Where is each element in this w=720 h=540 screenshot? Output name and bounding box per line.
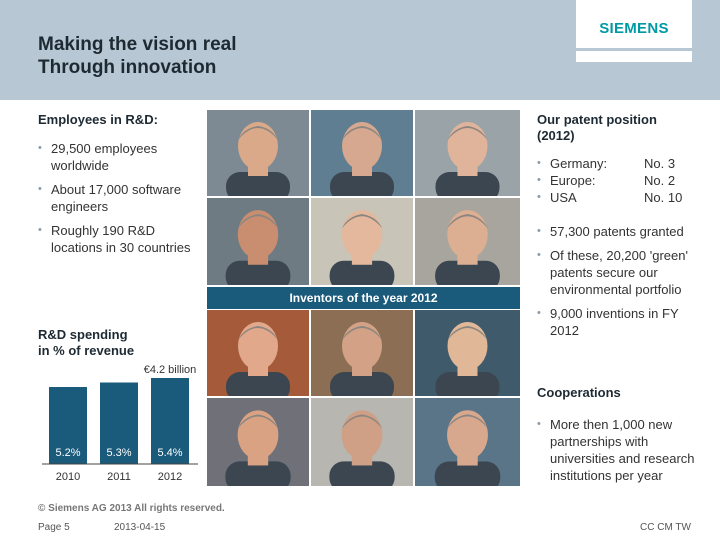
rd-spending-line-1: R&D spending xyxy=(38,327,128,342)
inventor-photo xyxy=(311,110,413,196)
inventor-photo xyxy=(207,310,309,396)
cooperations-heading: Cooperations xyxy=(537,385,621,400)
footer-dept: CC CM TW xyxy=(640,522,691,533)
rd-spending-heading: R&D spending in % of revenue xyxy=(38,327,134,359)
footer-date: 2013-04-15 xyxy=(114,522,166,533)
rd-spending-line-2: in % of revenue xyxy=(38,343,135,358)
rd-spending-chart: 5.2% 2010 5.3% 2011 5.4% 2012 €4.2 billion xyxy=(42,364,198,483)
patent-rank-list: Germany: No. 3 Europe: No. 2 USA No. 10 xyxy=(537,155,707,206)
copyright: © Siemens AG 2013 All rights reserved. xyxy=(38,503,225,514)
cooperations-list: More then 1,000 new partnerships with un… xyxy=(537,416,702,491)
list-item: Germany: No. 3 xyxy=(537,155,707,172)
tick-label: 2011 xyxy=(107,471,131,483)
patent-heading-line-2: (2012) xyxy=(537,128,575,143)
list-item: 9,000 inventions in FY 2012 xyxy=(537,305,707,339)
list-item: Europe: No. 2 xyxy=(537,172,707,189)
list-item: Of these, 20,200 'green' patents secure … xyxy=(537,247,707,298)
data-label: 5.3% xyxy=(106,447,131,459)
employees-list: 29,500 employees worldwide About 17,000 … xyxy=(38,140,198,263)
inventor-photo xyxy=(415,110,520,196)
inventor-photo xyxy=(207,198,309,285)
logo-box: SIEMENS xyxy=(576,0,692,62)
data-label: 5.2% xyxy=(55,447,80,459)
inventor-photo xyxy=(311,310,413,396)
page-number: Page 5 xyxy=(38,522,70,533)
chart-bar xyxy=(151,378,189,464)
tick-label: 2010 xyxy=(56,471,80,483)
page-title: Making the vision real Through innovatio… xyxy=(38,33,237,79)
inventors-banner: Inventors of the year 2012 xyxy=(207,287,520,309)
inventor-photo xyxy=(207,110,309,196)
title-line-2: Through innovation xyxy=(38,57,217,78)
list-item: 57,300 patents granted xyxy=(537,223,707,240)
inventor-photo xyxy=(415,398,520,486)
inventor-photo xyxy=(415,198,520,285)
patent-rank: No. 3 xyxy=(644,156,676,171)
patent-facts-list: 57,300 patents granted Of these, 20,200 … xyxy=(537,223,707,346)
chart-bar xyxy=(100,382,138,464)
inventor-photo xyxy=(311,198,413,285)
patent-heading-line-1: Our patent position xyxy=(537,112,657,127)
data-label: 5.4% xyxy=(157,447,182,459)
inventor-photo xyxy=(207,398,309,486)
logo-divider xyxy=(576,48,692,51)
patent-region: Europe: xyxy=(550,173,596,188)
tick-label: 2012 xyxy=(158,471,182,483)
list-item: About 17,000 software engineers xyxy=(38,181,198,215)
patent-rank: No. 2 xyxy=(644,173,676,188)
banner-text: Inventors of the year 2012 xyxy=(289,291,438,305)
employees-heading: Employees in R&D: xyxy=(38,112,158,127)
inventor-photo xyxy=(415,310,520,396)
list-item: Roughly 190 R&D locations in 30 countrie… xyxy=(38,222,198,256)
patent-region: Germany: xyxy=(550,156,608,171)
list-item: USA No. 10 xyxy=(537,189,707,206)
patent-rank: No. 10 xyxy=(644,190,683,205)
chart-bar xyxy=(49,387,87,464)
list-item: More then 1,000 new partnerships with un… xyxy=(537,416,702,484)
siemens-logo: SIEMENS xyxy=(599,20,669,37)
inventor-photo xyxy=(311,398,413,486)
list-item: 29,500 employees worldwide xyxy=(38,140,198,174)
patent-heading: Our patent position (2012) xyxy=(537,112,657,144)
chart-annotation: €4.2 billion xyxy=(144,364,197,376)
patent-region: USA xyxy=(550,190,577,205)
title-line-1: Making the vision real xyxy=(38,34,237,55)
